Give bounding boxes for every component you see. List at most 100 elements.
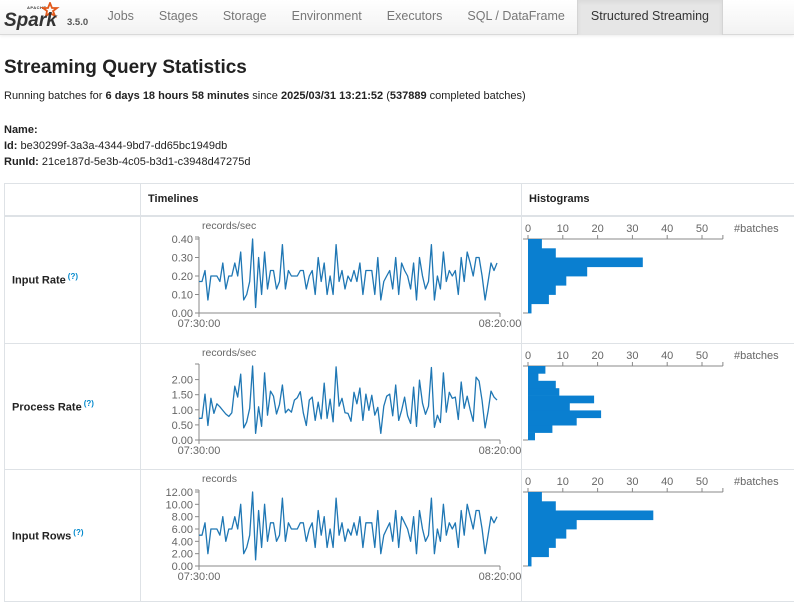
y-tick-label: 8.00 (172, 511, 193, 523)
metric-label-input-rate: Input Rate(?) (5, 216, 141, 344)
histogram-bar[interactable] (528, 303, 532, 313)
input-rows-timeline-chart[interactable]: records0.002.004.006.008.0010.0012.0007:… (141, 470, 522, 601)
histogram-bar[interactable] (528, 257, 643, 267)
query-runid-row: RunId: 21ce187d-5e3b-4c05-b3d1-c3948d472… (4, 154, 250, 170)
running-duration: 6 days 18 hours 58 minutes (106, 90, 250, 102)
y-tick-label: 2.00 (172, 548, 193, 560)
x-tick-label: 0 (525, 476, 531, 488)
x-tick-label-start: 07:30:00 (178, 318, 221, 330)
histogram-bar[interactable] (528, 425, 552, 433)
metric-name: Input Rows (12, 530, 71, 542)
spark-version: 3.5.0 (67, 17, 88, 28)
histogram-bar[interactable] (528, 529, 566, 539)
x-tick-label-start: 07:30:00 (178, 445, 221, 457)
y-tick-label: 0.40 (172, 234, 193, 246)
completed-suffix: completed batches) (427, 90, 526, 102)
histogram-bar[interactable] (528, 432, 535, 440)
header-histograms: Histograms (522, 184, 794, 216)
start-time: 2025/03/31 13:21:52 (281, 90, 383, 102)
histogram-bar[interactable] (528, 388, 559, 396)
histogram-bar[interactable] (528, 395, 594, 403)
y-tick-label: 4.00 (172, 536, 193, 548)
y-tick-label: 10.00 (165, 499, 193, 511)
timeline-series-line[interactable] (199, 239, 497, 308)
x-tick-label-end: 08:20:00 (479, 445, 522, 457)
x-tick-label: 20 (591, 223, 603, 235)
y-tick-label: 0.50 (172, 419, 193, 431)
histogram-bar[interactable] (528, 417, 577, 425)
histogram-axis-label: #batches (734, 350, 779, 362)
top-navbar: APACHE Spark 3.5.0 Jobs Stages Storage E… (0, 0, 794, 35)
help-icon[interactable]: (?) (84, 399, 94, 408)
histogram-bar[interactable] (528, 410, 601, 418)
x-tick-label: 30 (626, 476, 638, 488)
y-tick-label: 0.10 (172, 289, 193, 301)
query-id-row: Id: be30299f-3a3a-4344-9bd7-dd65bc1949db (4, 138, 250, 154)
histogram-axis-label: #batches (734, 223, 779, 235)
histogram-bar[interactable] (528, 556, 532, 566)
histogram-bar[interactable] (528, 547, 549, 557)
histogram-bar[interactable] (528, 285, 556, 295)
nav-tabs: Jobs Stages Storage Environment Executor… (95, 0, 723, 35)
histogram-bar[interactable] (528, 510, 653, 520)
query-name-label: Name: (4, 124, 38, 136)
histogram-bar[interactable] (528, 403, 570, 411)
y-tick-label: 12.00 (165, 487, 193, 499)
histogram-bar[interactable] (528, 239, 542, 249)
x-tick-label: 20 (591, 350, 603, 362)
nav-tab-sql-dataframe[interactable]: SQL / DataFrame (455, 0, 578, 35)
help-icon[interactable]: (?) (68, 272, 78, 281)
histogram-bar[interactable] (528, 248, 556, 258)
query-meta: Name: Id: be30299f-3a3a-4344-9bd7-dd65bc… (4, 122, 250, 170)
x-tick-label: 20 (591, 476, 603, 488)
histogram-bar[interactable] (528, 366, 545, 374)
histogram-bar[interactable] (528, 276, 566, 286)
x-tick-label: 30 (626, 350, 638, 362)
timeline-series-line[interactable] (199, 366, 497, 433)
histogram-bar[interactable] (528, 538, 556, 548)
x-tick-label: 10 (557, 476, 569, 488)
x-tick-label: 40 (661, 223, 673, 235)
histogram-bar[interactable] (528, 373, 538, 381)
y-tick-label: 6.00 (172, 524, 193, 536)
nav-tab-executors[interactable]: Executors (374, 0, 455, 35)
nav-tab-storage[interactable]: Storage (210, 0, 279, 35)
completed-batches-count: 537889 (390, 90, 427, 102)
histogram-bar[interactable] (528, 266, 587, 276)
nav-tab-environment[interactable]: Environment (279, 0, 374, 35)
y-tick-label: 0.20 (172, 271, 193, 283)
since-label: since (249, 90, 281, 102)
nav-tab-jobs[interactable]: Jobs (95, 0, 146, 35)
histogram-bar[interactable] (528, 501, 556, 511)
query-runid-label: RunId: (4, 156, 39, 168)
nav-tab-structured-streaming[interactable]: Structured Streaming (577, 0, 722, 35)
x-tick-label: 50 (696, 476, 708, 488)
query-runid-value: 21ce187d-5e3b-4c05-b3d1-c3948d47275d (39, 156, 251, 168)
header-timelines: Timelines (141, 184, 522, 216)
nav-tab-stages[interactable]: Stages (146, 0, 210, 35)
spark-logo[interactable]: APACHE Spark 3.5.0 (3, 2, 93, 32)
histogram-bar[interactable] (528, 492, 542, 502)
query-name-row: Name: (4, 122, 250, 138)
histogram-bar[interactable] (528, 380, 556, 388)
help-icon[interactable]: (?) (73, 528, 83, 537)
x-tick-label-end: 08:20:00 (479, 318, 522, 330)
histogram-bar[interactable] (528, 294, 549, 304)
x-tick-label: 10 (557, 223, 569, 235)
x-tick-label: 50 (696, 350, 708, 362)
histogram-bar[interactable] (528, 519, 577, 529)
timeline-series-line[interactable] (199, 492, 497, 560)
